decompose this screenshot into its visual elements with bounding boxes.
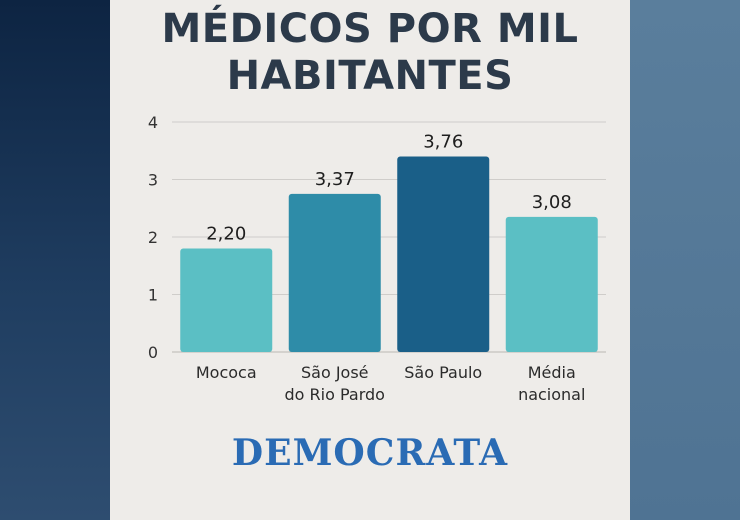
chart-card: MÉDICOS POR MIL HABITANTES 0 1 2 3 4 2,20 Moco… (110, 0, 630, 520)
data-label: 3,76 (423, 132, 463, 153)
bar-2 (397, 156, 490, 352)
y-tick-label: 0 (148, 343, 158, 362)
data-label: 2,20 (206, 224, 246, 245)
background-right-panel (630, 0, 740, 520)
x-tick-label: Mococa (196, 363, 257, 382)
data-label: 3,37 (315, 169, 355, 190)
x-tick-label: Média nacional (518, 363, 585, 404)
chart-title: MÉDICOS POR MIL HABITANTES (161, 6, 579, 99)
y-tick-label: 1 (148, 286, 158, 305)
bar-1 (288, 193, 381, 352)
x-tick-label-line: Mococa (196, 363, 257, 382)
x-tick-label-line: São Paulo (404, 363, 482, 382)
x-tick-label: São José do Rio Pardo (285, 363, 385, 404)
y-tick-label: 3 (148, 171, 158, 190)
bar-3 (505, 216, 598, 352)
bar-chart: 0 1 2 3 4 2,20 Mococa 3,37 São José do Rio Pardo 3… (148, 113, 606, 404)
x-tick-label-line: São José (301, 363, 369, 382)
x-tick-label-line: do Rio Pardo (285, 385, 385, 404)
bar-0 (180, 248, 273, 352)
background-left-panel (0, 0, 110, 520)
y-tick-label: 2 (148, 228, 158, 247)
x-tick-label-line: Média (528, 363, 576, 382)
x-tick-label: São Paulo (404, 363, 482, 382)
x-tick-label-line: nacional (518, 385, 585, 404)
data-label: 3,08 (532, 192, 572, 213)
brand-logo-text: DEMOCRATA (231, 432, 509, 474)
y-tick-label: 4 (148, 113, 158, 132)
